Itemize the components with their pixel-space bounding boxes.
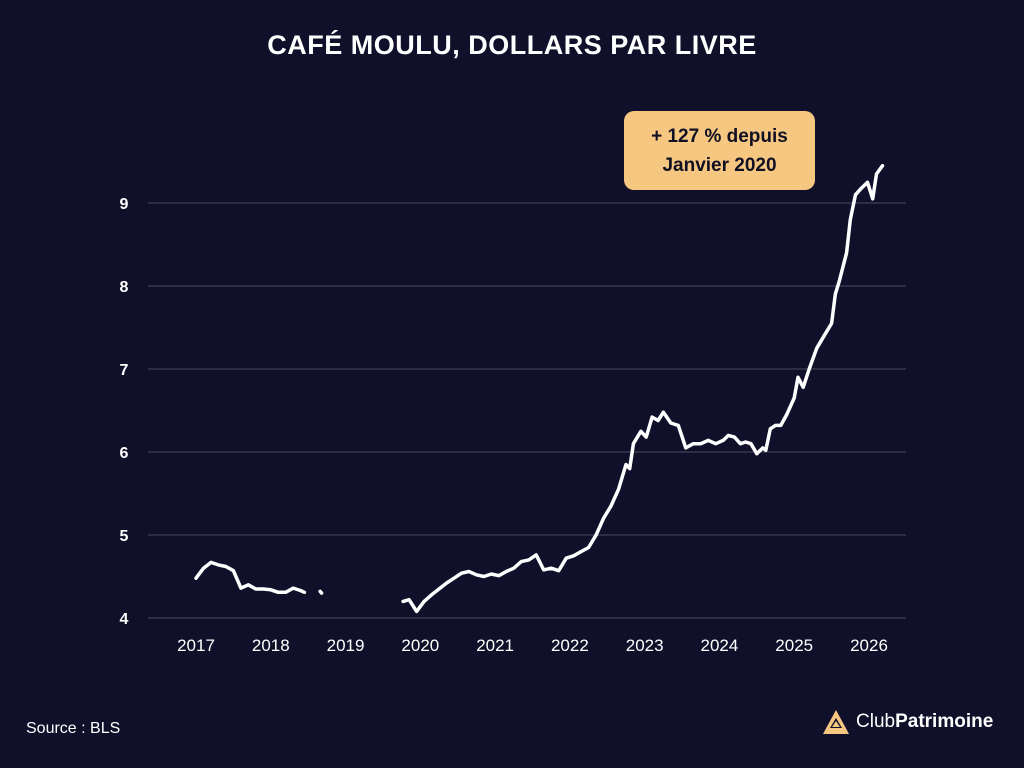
source-note: Source : BLS <box>26 720 121 737</box>
x-tick-label: 2017 <box>177 636 215 655</box>
y-axis-ticks: 4 5 6 7 8 9 <box>120 196 129 628</box>
y-tick-label: 9 <box>120 196 129 213</box>
series-line-segment <box>318 589 324 595</box>
x-tick-label: 2019 <box>327 636 365 655</box>
brand-name-bold: Patrimoine <box>895 711 994 732</box>
x-tick-label: 2024 <box>701 636 739 655</box>
x-tick-label: 2021 <box>476 636 514 655</box>
x-tick-label: 2023 <box>626 636 664 655</box>
brand-logo: ClubPatrimoine <box>822 707 993 737</box>
chart-title: CAFÉ MOULU, DOLLARS PAR LIVRE <box>267 30 757 60</box>
annotation-line-1: + 127 % depuis <box>651 125 788 147</box>
x-tick-label: 2025 <box>775 636 813 655</box>
grid-lines <box>148 202 906 619</box>
annotation-line-2: Janvier 2020 <box>662 154 777 176</box>
x-tick-label: 2018 <box>252 636 290 655</box>
x-tick-label: 2022 <box>551 636 589 655</box>
series-line-segment <box>194 560 307 595</box>
x-tick-label: 2026 <box>850 636 888 655</box>
series-line-segment <box>401 163 885 614</box>
price-series <box>194 163 885 614</box>
y-tick-label: 8 <box>120 279 129 296</box>
y-tick-label: 7 <box>120 362 129 379</box>
triangle-logo-icon <box>823 710 849 734</box>
y-tick-label: 5 <box>120 528 129 545</box>
y-tick-label: 4 <box>120 611 129 628</box>
brand-name-light: Club <box>856 711 896 732</box>
annotation-callout: + 127 % depuis Janvier 2020 <box>624 111 815 190</box>
x-tick-label: 2020 <box>401 636 439 655</box>
x-axis-ticks: 2017 2018 2019 2020 2021 2022 2023 2024 2025 2026 <box>177 636 888 655</box>
y-tick-label: 6 <box>120 445 129 462</box>
